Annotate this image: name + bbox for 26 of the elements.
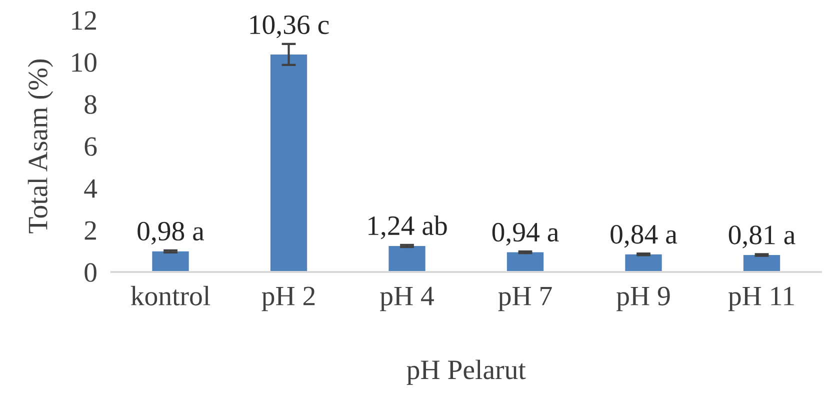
x-tick-label: pH 11 [728,286,794,312]
y-tick-label: 2 [84,221,96,240]
x-tick-label: pH 4 [380,286,434,312]
y-axis-title: Total Asam (%) [28,59,54,234]
x-tick-label: pH 2 [262,286,315,312]
y-tick-label: 6 [84,137,97,156]
bar [625,254,662,272]
bar [388,246,426,272]
y-tick-label: 8 [84,95,96,114]
data-label: 1,24 ab [368,216,447,240]
bar [270,54,308,272]
data-label: 0,98 a [138,222,204,245]
bar [506,252,544,272]
x-tick-label: pH 9 [616,286,670,312]
x-tick-label: kontrol [130,286,210,306]
y-tick-label: 12 [72,11,96,30]
y-tick-label: 0 [84,263,96,282]
x-tick-label: pH 7 [498,286,552,312]
data-label: 10,36 c [250,15,329,38]
x-axis-title: pH Pelarut [406,360,526,385]
bar [152,251,189,272]
data-label: 0,94 a [492,222,559,246]
y-tick-label: 10 [72,53,96,72]
y-tick-label: 4 [84,179,98,198]
data-label: 0,81 a [728,226,796,248]
data-label: 0,84 a [610,224,678,248]
